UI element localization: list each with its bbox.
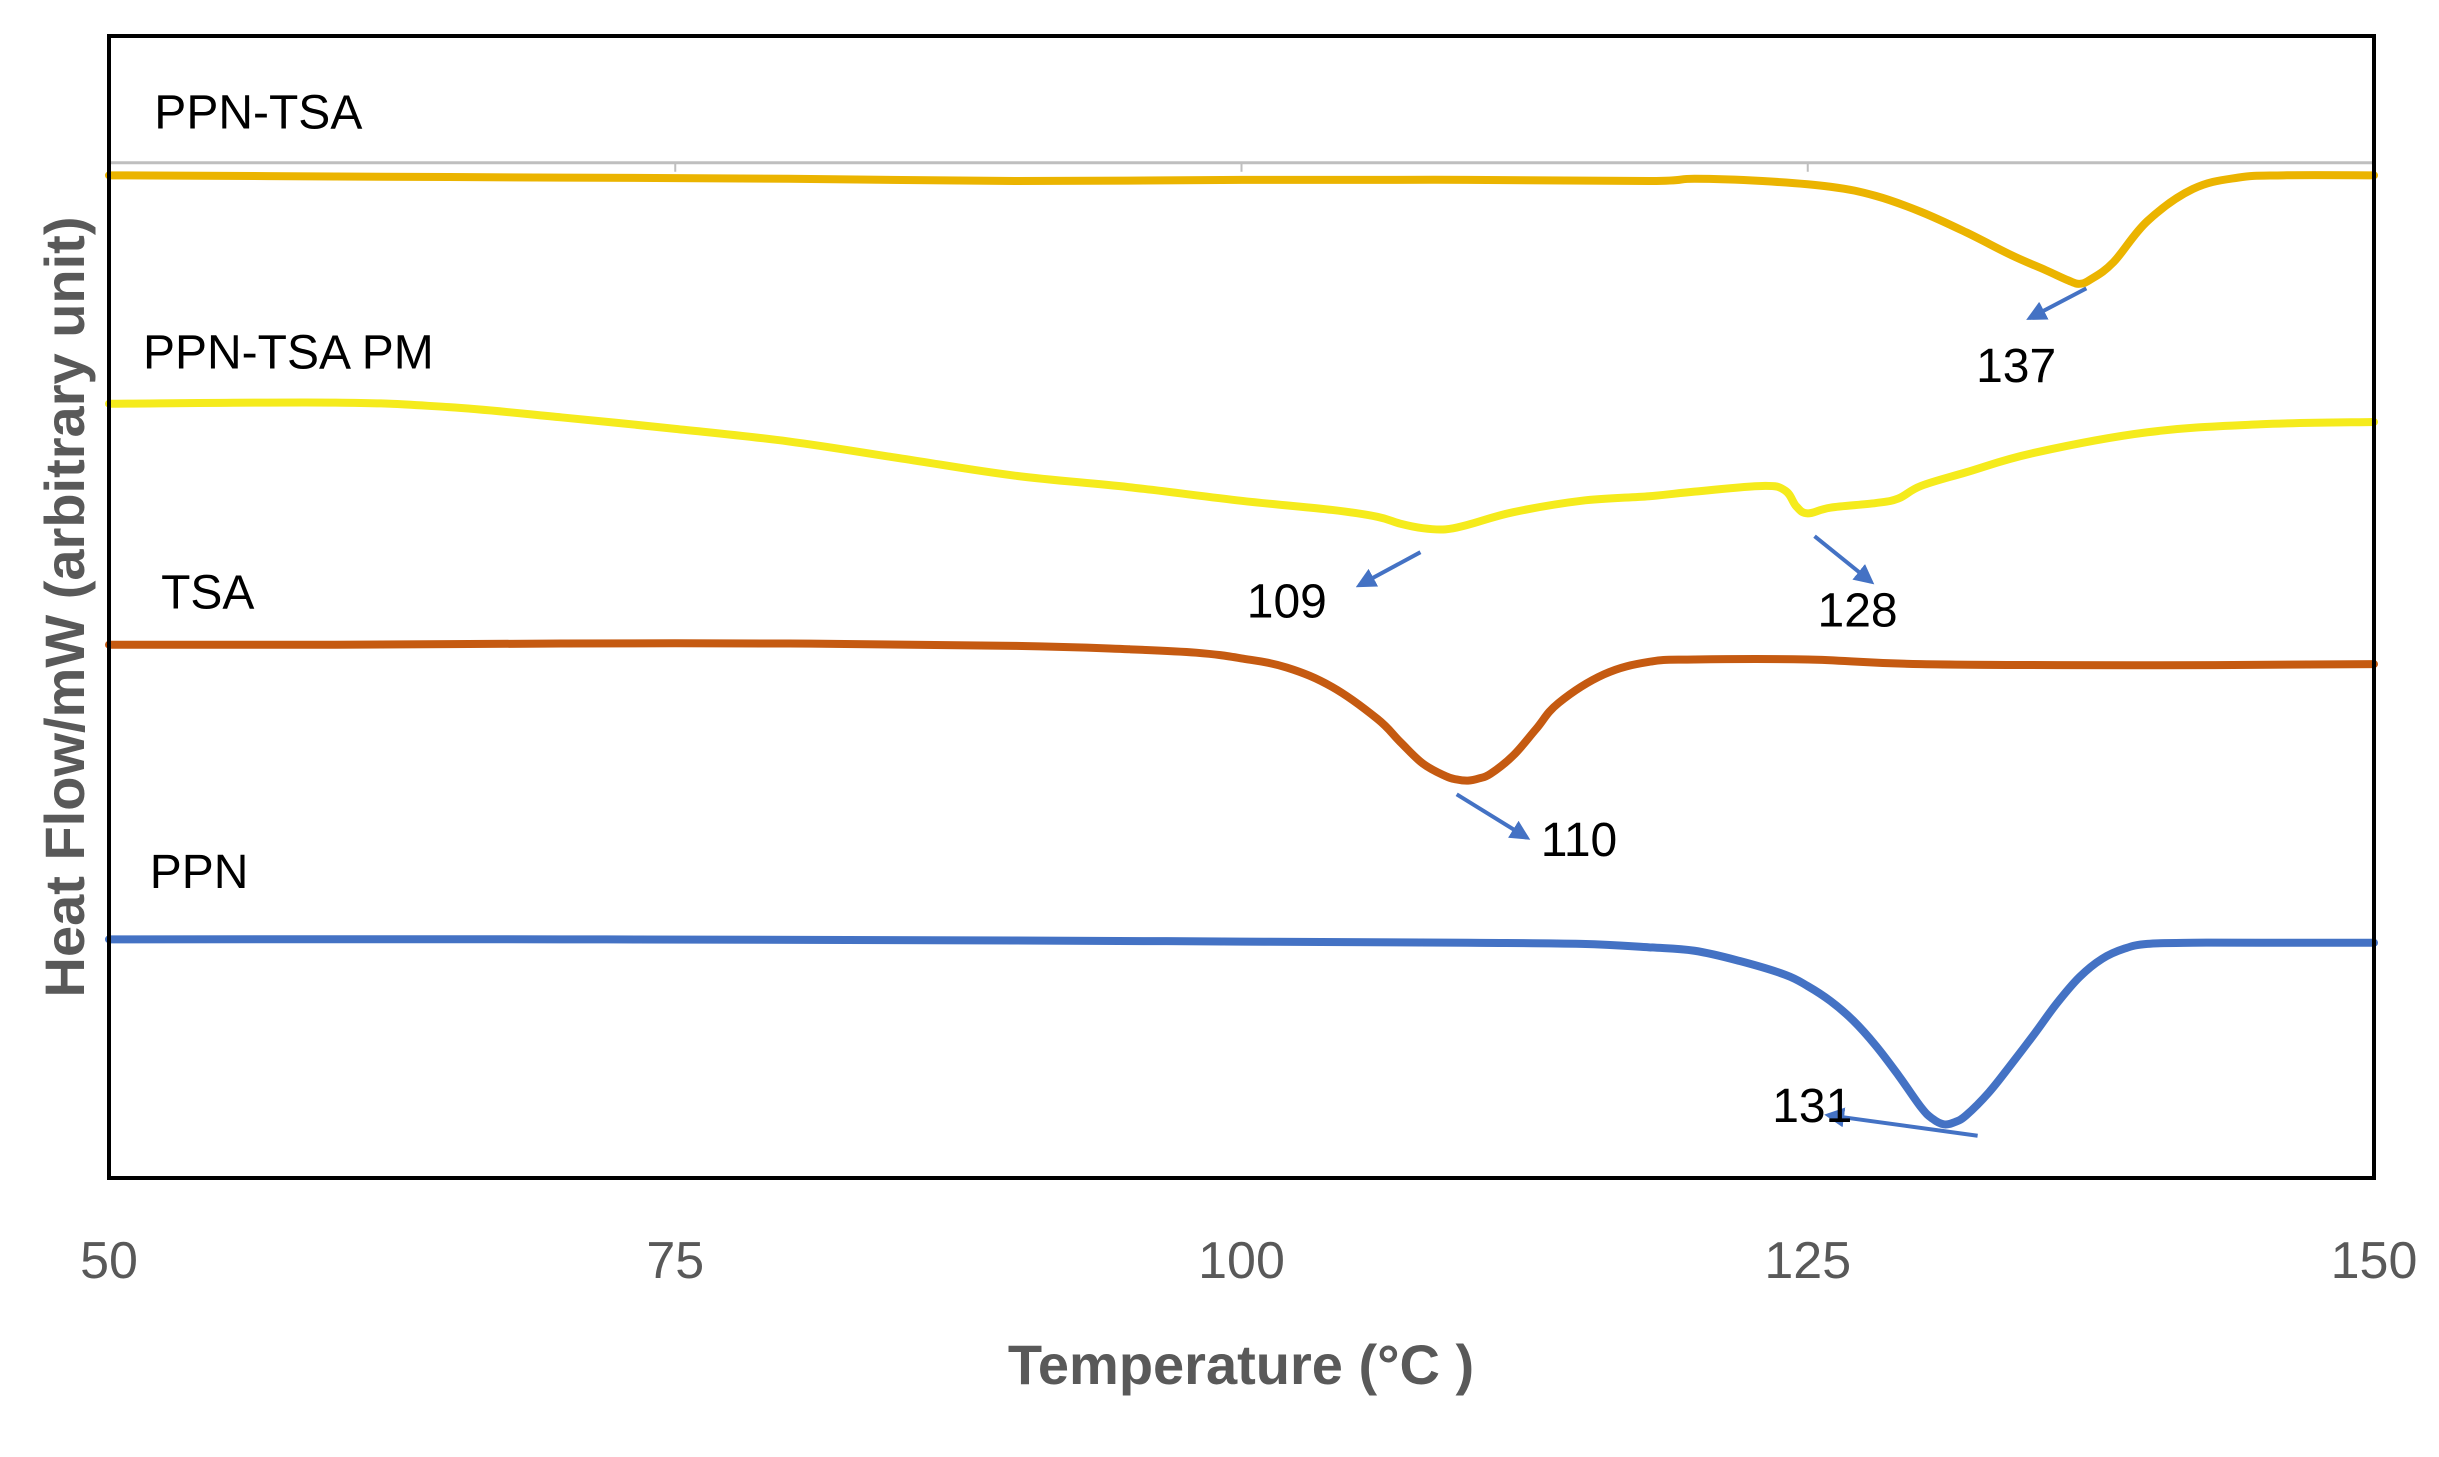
annotation-arrow-137 (2026, 286, 2088, 320)
annotation-arrow-110 (1455, 792, 1531, 840)
annotation-label-109: 109 (1247, 575, 1327, 628)
annotation-arrow-128 (1813, 534, 1875, 585)
annotation-arrow-109 (1355, 550, 1422, 588)
series-label-tsa: TSA (161, 566, 254, 619)
x-tick-label-50: 50 (80, 1232, 138, 1290)
x-axis-title: Temperature (°C ) (1008, 1333, 1474, 1396)
series-label-ppn: PPN (150, 846, 249, 899)
peak-annotations: 137 109 128 110 131 (1247, 286, 2088, 1138)
annotation-arrow-131 (1824, 1107, 1978, 1138)
series-label-ppn-tsa-pm: PPN-TSA PM (143, 326, 434, 379)
series-label-ppn-tsa: PPN-TSA (154, 87, 362, 140)
x-tick-label-125: 125 (1764, 1232, 1851, 1290)
plot-area-border (107, 34, 2376, 1180)
x-tick-labels: 50 75 100 125 150 (80, 1232, 2417, 1290)
annotation-label-110: 110 (1541, 814, 1618, 867)
x-tick-label-100: 100 (1198, 1232, 1285, 1290)
series-line-tsa (105, 639, 2378, 785)
series-labels: PPN-TSA PPN-TSA PM TSA PPN (143, 87, 434, 899)
x-tick-label-75: 75 (646, 1232, 704, 1290)
annotation-label-131: 131 (1772, 1080, 1852, 1133)
series-line-ppn-tsa (105, 171, 2378, 288)
series-layer (105, 171, 2378, 1129)
y-axis-title: Heat Flow/mW (arbitrary unit) (33, 217, 96, 998)
annotation-label-137: 137 (1976, 340, 2056, 393)
x-tick-label-150: 150 (2331, 1232, 2418, 1290)
series-line-ppn (105, 935, 2378, 1129)
series-line-ppn-tsa-pm (105, 398, 2378, 534)
annotation-label-128: 128 (1818, 585, 1898, 638)
